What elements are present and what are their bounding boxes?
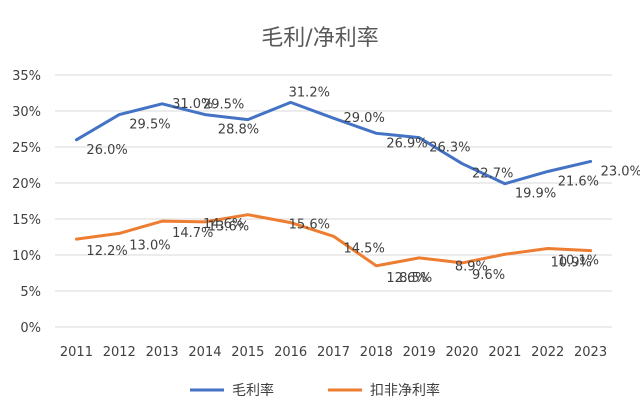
x-tick-label: 2013 xyxy=(146,345,179,360)
y-tick-label: 30% xyxy=(12,105,41,120)
y-tick-label: 25% xyxy=(12,141,41,156)
x-tick-label: 2012 xyxy=(103,345,136,360)
x-tick-label: 2019 xyxy=(403,345,436,360)
y-tick-label: 15% xyxy=(12,213,41,228)
x-tick-label: 2018 xyxy=(360,345,393,360)
legend-label-1: 毛利率 xyxy=(232,382,274,399)
data-label: 31.0% xyxy=(172,97,213,112)
data-label: 10.1% xyxy=(558,254,599,269)
grid-layer xyxy=(55,74,612,328)
data-label: 29.5% xyxy=(203,98,244,113)
x-tick-label: 2016 xyxy=(274,345,307,360)
data-label: 8.5% xyxy=(399,271,432,286)
data-label: 10.9% xyxy=(551,256,592,271)
data-label: 26.9% xyxy=(386,136,427,151)
data-label: 13.0% xyxy=(129,238,170,253)
x-tick-label: 2015 xyxy=(231,345,264,360)
x-tick-label: 2017 xyxy=(317,345,350,360)
chart-title: 毛利/净利率 xyxy=(261,26,378,51)
data-label: 21.6% xyxy=(558,174,599,189)
data-label: 26.3% xyxy=(429,141,470,156)
data-label-layer: 26.0%29.5%31.0%29.5%28.8%31.2%29.0%26.9%… xyxy=(86,85,640,286)
x-tick-label: 2022 xyxy=(531,345,564,360)
x-tick-label: 2021 xyxy=(488,345,521,360)
data-label: 15.6% xyxy=(289,218,330,233)
data-label: 14.5% xyxy=(344,241,385,256)
y-tick-label: 10% xyxy=(12,249,41,264)
x-tick-label: 2014 xyxy=(188,345,221,360)
data-label: 12.6% xyxy=(386,271,427,286)
y-tick-label: 20% xyxy=(12,177,41,192)
data-label: 26.0% xyxy=(86,143,127,158)
data-label: 29.5% xyxy=(129,118,170,133)
series-line-2 xyxy=(74,213,593,268)
x-tick-label: 2011 xyxy=(60,345,93,360)
data-label: 13.6% xyxy=(208,220,249,235)
data-label: 22.7% xyxy=(472,167,513,182)
x-tick-label: 2020 xyxy=(445,345,478,360)
x-axis-ticks: 2011 2012 2013 2014 2015 2016 2017 2018 2019 2020… xyxy=(60,345,607,360)
data-label: 31.2% xyxy=(289,85,330,100)
data-label: 28.8% xyxy=(218,123,259,138)
y-tick-label: 0% xyxy=(20,321,41,336)
y-tick-label: 35% xyxy=(12,69,41,84)
series-line-1 xyxy=(74,100,593,186)
y-axis-ticks: 0% 5% 10% 15% 20% 25% 30% 35% xyxy=(12,69,41,336)
data-label: 19.9% xyxy=(515,187,556,202)
data-label: 14.7% xyxy=(172,226,213,241)
y-tick-label: 5% xyxy=(20,285,41,300)
legend: 毛利率 扣非净利率 xyxy=(190,382,440,399)
data-label: 12.2% xyxy=(86,244,127,259)
data-label: 14.6% xyxy=(203,217,244,232)
x-tick-label: 2023 xyxy=(574,345,607,360)
data-label: 9.6% xyxy=(472,268,505,283)
legend-label-2: 扣非净利率 xyxy=(370,382,440,399)
series-layer xyxy=(74,100,593,268)
data-label: 8.9% xyxy=(455,259,488,274)
data-label: 29.0% xyxy=(344,111,385,126)
data-label: 23.0% xyxy=(601,164,640,179)
